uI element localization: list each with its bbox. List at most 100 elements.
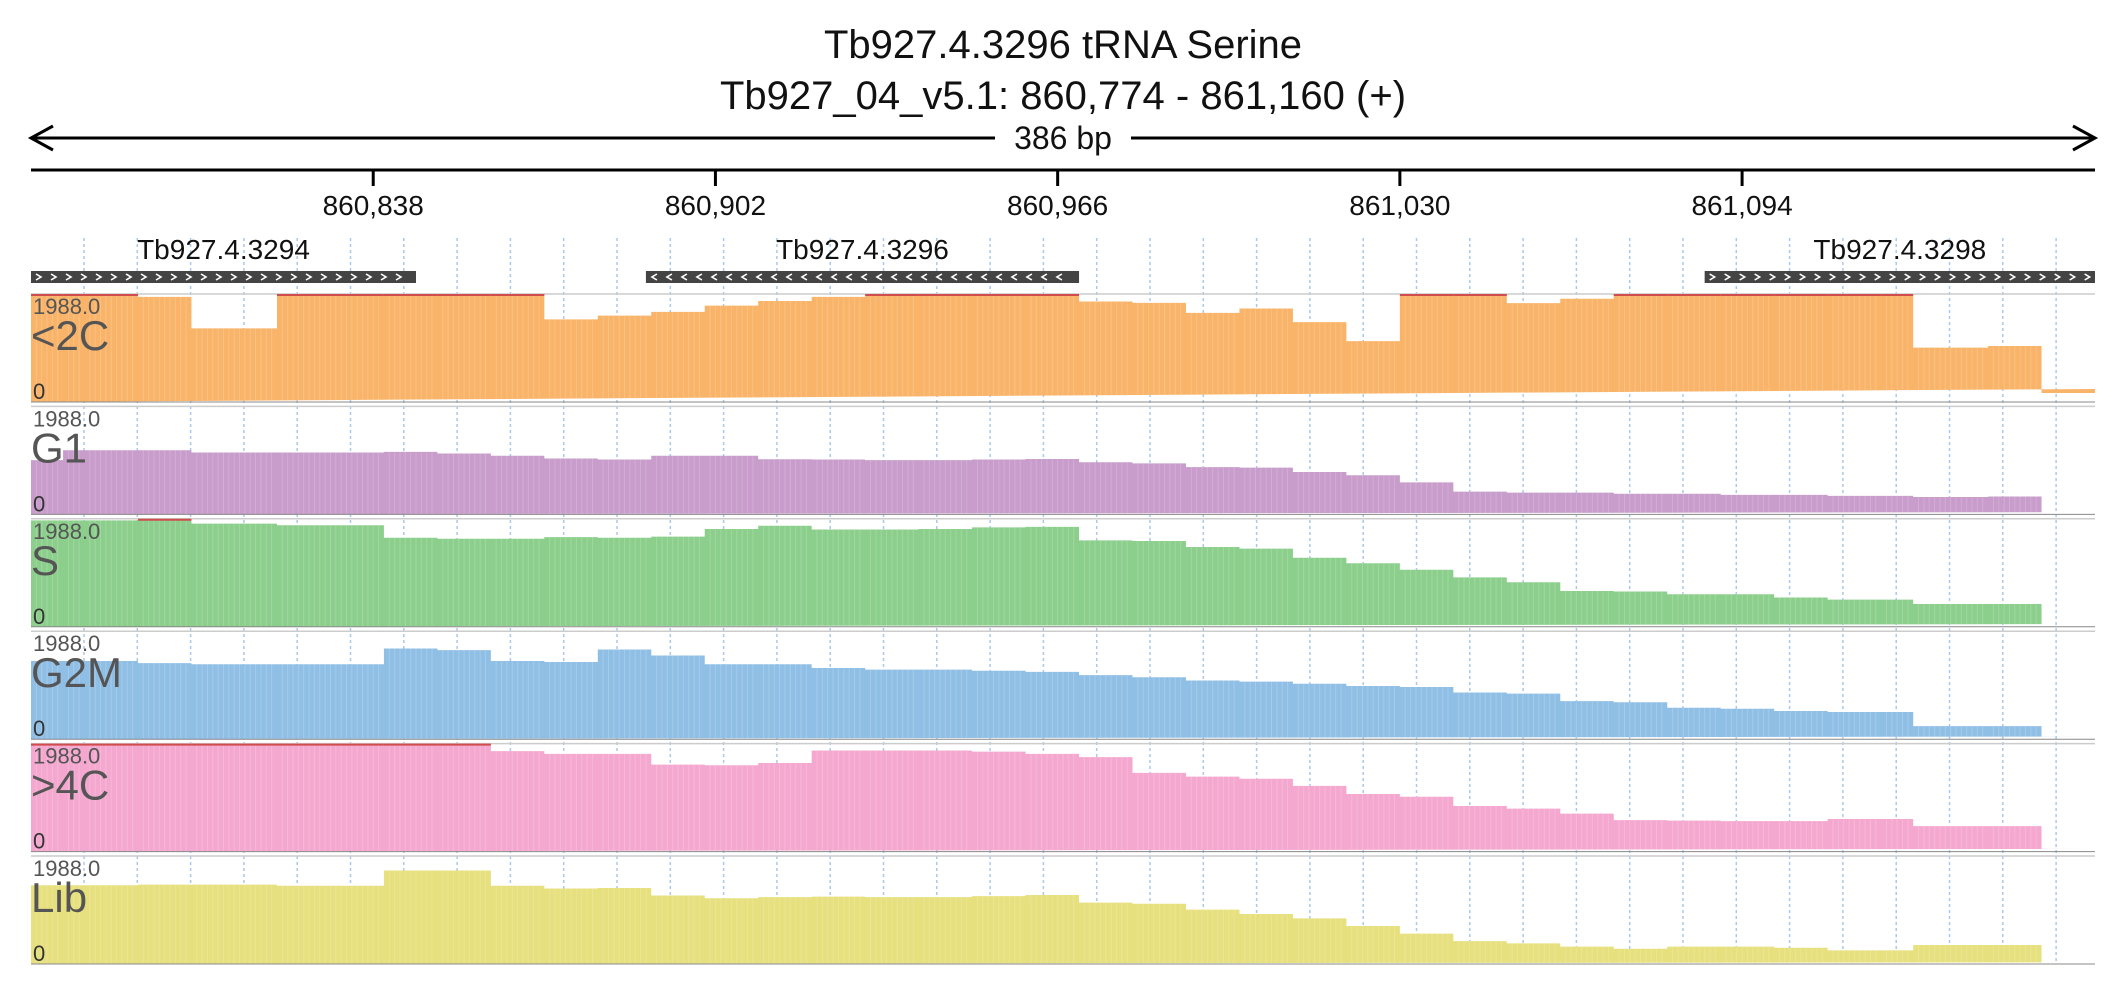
- chevron: [80, 273, 88, 281]
- track-name-label: G1: [31, 424, 87, 471]
- chevron: [830, 273, 838, 281]
- gene-feature: Tb927.4.3298: [1704, 234, 2095, 283]
- chevron: [725, 273, 733, 281]
- chevron: [305, 273, 313, 281]
- coverage-area: [31, 518, 2095, 627]
- chevron: [785, 273, 793, 281]
- chevron: [800, 273, 808, 281]
- coverage-track: 1988.0 0 S: [31, 518, 2095, 629]
- gene-feature: Tb927.4.3296: [645, 234, 1080, 283]
- chevron: [185, 273, 193, 281]
- coverage-area: [31, 743, 2095, 852]
- y-min-label: 0: [33, 604, 45, 629]
- chevron: [1844, 273, 1852, 281]
- chevron: [935, 273, 943, 281]
- coverage-tracks: 1988.00<2C1988.00G11988.00S1988.00G2M198…: [31, 293, 2095, 966]
- chevron: [1949, 273, 1957, 281]
- chevron: [155, 273, 163, 281]
- arrowhead-left: [27, 124, 54, 152]
- coverage-area: [31, 870, 2095, 964]
- gene-label: Tb927.4.3298: [1813, 234, 1986, 265]
- coordinate-axis: 860,838 860,902 860,966 861,030 861,094: [31, 168, 2095, 221]
- coverage-track: 1988.0 0 G1: [31, 405, 2095, 516]
- gene-feature: Tb927.4.3294: [31, 234, 416, 283]
- chevron: [2024, 273, 2032, 281]
- chevron: [860, 273, 868, 281]
- chevron: [260, 273, 268, 281]
- y-max-label: 1988.0: [33, 519, 100, 544]
- chevron: [2009, 273, 2017, 281]
- chevron: [200, 273, 208, 281]
- chevron: [740, 273, 748, 281]
- coverage-area: [31, 648, 2095, 740]
- x-tick-label: 861,030: [1349, 190, 1450, 221]
- base-striation: [35, 870, 2091, 964]
- y-max-label: 1988.0: [33, 406, 100, 431]
- chevron: [320, 273, 328, 281]
- chevron: [2084, 273, 2092, 281]
- y-min-label: 0: [33, 716, 45, 741]
- track-name-label: <2C: [31, 312, 109, 359]
- figure-header: Tb927.4.3296 tRNA Serine Tb927_04_v5.1: …: [720, 23, 1406, 118]
- chevron: [965, 273, 973, 281]
- chevron: [1964, 273, 1972, 281]
- strand-chevrons: [35, 273, 403, 281]
- base-striation: [35, 518, 2091, 627]
- track-name-label: Lib: [31, 874, 87, 921]
- strand-chevrons: [650, 273, 1063, 281]
- strand-chevrons: [1709, 273, 2092, 281]
- chevron: [1724, 273, 1732, 281]
- track-name-label: >4C: [31, 762, 109, 809]
- chevron: [35, 273, 43, 281]
- chevron: [905, 273, 913, 281]
- base-striation: [35, 743, 2091, 852]
- chevron: [350, 273, 358, 281]
- chevron: [920, 273, 928, 281]
- chevron: [1709, 273, 1717, 281]
- chevron: [1889, 273, 1897, 281]
- chevron: [2039, 273, 2047, 281]
- chevron: [1010, 273, 1018, 281]
- chevron: [845, 273, 853, 281]
- y-max-label: 1988.0: [33, 294, 100, 319]
- chevron: [1784, 273, 1792, 281]
- base-striation: [35, 294, 2091, 402]
- chevron: [380, 273, 388, 281]
- chevron: [1739, 273, 1747, 281]
- chevron: [1040, 273, 1048, 281]
- gene-bar: [1704, 271, 2095, 283]
- coverage-area: [31, 294, 2095, 402]
- chevron: [1859, 273, 1867, 281]
- gene-track: Tb927.4.3294 Tb927.4.3296 Tb927.4.3298: [31, 234, 2095, 283]
- arrowhead-right: [2072, 124, 2099, 152]
- x-tick-label: 860,902: [665, 190, 766, 221]
- chevron: [1994, 273, 2002, 281]
- track-name-label: G2M: [31, 649, 122, 696]
- y-min-label: 0: [33, 491, 45, 516]
- chevron: [95, 273, 103, 281]
- chevron: [140, 273, 148, 281]
- chevron: [215, 273, 223, 281]
- track-name-label: S: [31, 537, 59, 584]
- coverage-track: 1988.0 0 Lib: [31, 855, 2095, 966]
- chevron: [2054, 273, 2062, 281]
- y-min-label: 0: [33, 379, 45, 404]
- chevron: [335, 273, 343, 281]
- base-striation: [35, 450, 2091, 515]
- gene-bar: [31, 271, 416, 283]
- chevron: [50, 273, 58, 281]
- chevron: [680, 273, 688, 281]
- chevron: [275, 273, 283, 281]
- chevron: [815, 273, 823, 281]
- y-min-label: 0: [33, 829, 45, 854]
- coverage-track: 1988.0 0 >4C: [31, 742, 2095, 854]
- chevron: [1919, 273, 1927, 281]
- axis-ticks: 860,838 860,902 860,966 861,030 861,094: [323, 170, 1793, 221]
- x-tick-label: 860,838: [323, 190, 424, 221]
- y-max-label: 1988.0: [33, 631, 100, 656]
- chevron: [365, 273, 373, 281]
- chevron: [950, 273, 958, 281]
- chevron: [395, 273, 403, 281]
- chevron: [65, 273, 73, 281]
